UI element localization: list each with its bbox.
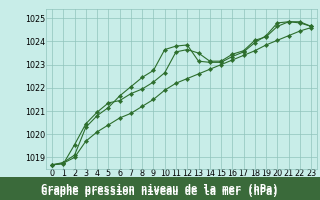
Text: Graphe pression niveau de la mer (hPa): Graphe pression niveau de la mer (hPa)	[41, 184, 279, 194]
Text: Graphe pression niveau de la mer (hPa): Graphe pression niveau de la mer (hPa)	[41, 187, 279, 197]
